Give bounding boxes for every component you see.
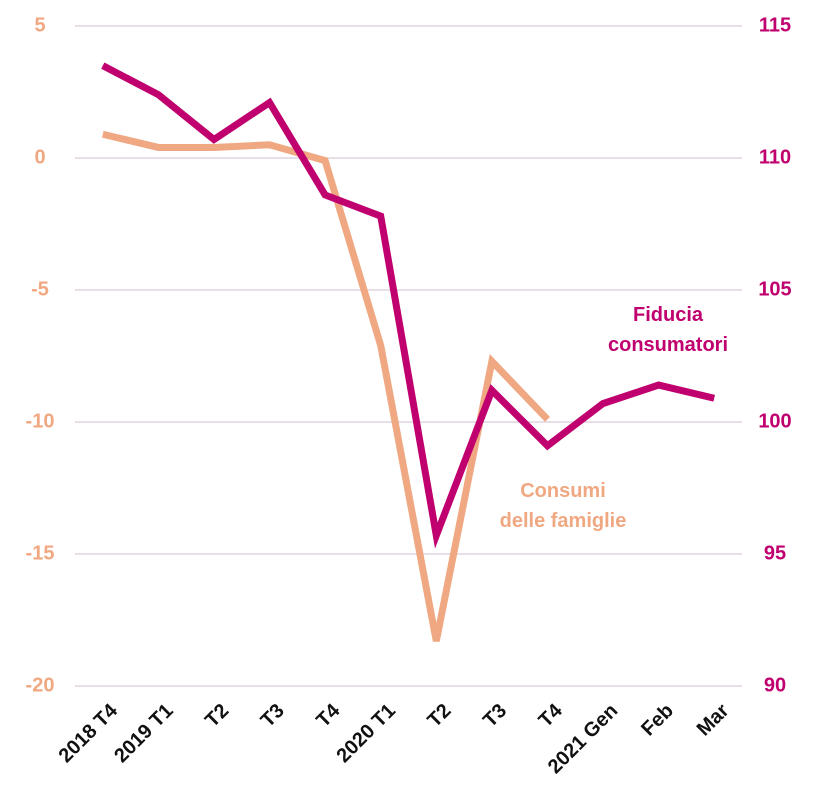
line bbox=[101, 130, 550, 642]
y2-tick-label: 115 bbox=[759, 14, 791, 36]
y2-tick-label: 110 bbox=[759, 146, 791, 168]
x-tick-label: Mar bbox=[693, 700, 734, 741]
x-tick-label: 2019 T1 bbox=[110, 700, 177, 767]
line bbox=[101, 62, 716, 549]
y-tick-label: 5 bbox=[34, 14, 45, 36]
x-tick-label: 2018 T4 bbox=[55, 699, 123, 767]
annotation-line: Fiducia bbox=[633, 304, 704, 326]
annotation-line: Consumi bbox=[520, 480, 606, 502]
y-tick-label: -15 bbox=[26, 542, 55, 564]
x-tick-label: T3 bbox=[257, 700, 289, 732]
y-tick-label: -20 bbox=[26, 674, 55, 696]
y-tick-label: -10 bbox=[26, 410, 55, 432]
annotation: Fiducia consumatori bbox=[608, 304, 728, 356]
x-tick-label: T4 bbox=[312, 699, 345, 732]
x-tick-label: T4 bbox=[535, 699, 568, 732]
x-tick-label: Feb bbox=[637, 700, 678, 741]
annotation-line: delle famiglie bbox=[500, 510, 627, 532]
y-tick-label: -5 bbox=[31, 278, 49, 300]
y2-tick-label: 105 bbox=[758, 278, 791, 300]
y2-tick-label: 90 bbox=[764, 674, 786, 696]
y-tick-label: 0 bbox=[34, 146, 45, 168]
y2-tick-label: 95 bbox=[764, 542, 786, 564]
x-tick-label: T2 bbox=[423, 700, 455, 732]
x-tick-label: T2 bbox=[201, 700, 233, 732]
annotation-line: consumatori bbox=[608, 334, 728, 356]
x-tick-label: T3 bbox=[479, 700, 511, 732]
annotation: Consumi delle famiglie bbox=[500, 480, 627, 532]
x-tick-label: 2020 T1 bbox=[333, 700, 400, 767]
y2-tick-label: 100 bbox=[758, 410, 791, 432]
